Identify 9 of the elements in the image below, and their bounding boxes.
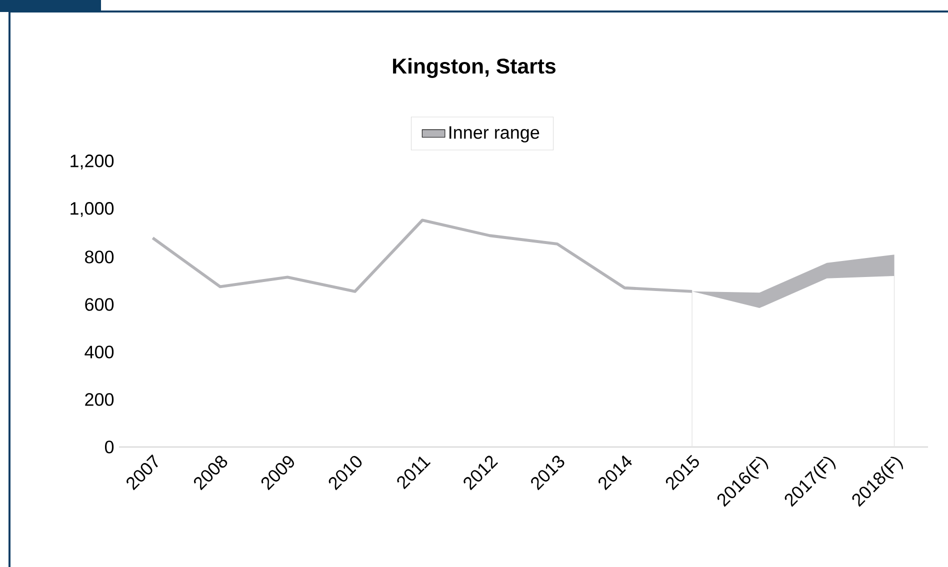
- y-tick-label: 0: [104, 440, 114, 454]
- chart-title: Kingston, Starts: [393, 58, 556, 78]
- y-tick-label: 800: [85, 250, 114, 264]
- y-tick-label: 1,200: [70, 154, 114, 170]
- y-tick-label: 600: [85, 298, 114, 311]
- y-tick-label: 1,000: [70, 202, 114, 217]
- legend-label: Inner range: [450, 126, 540, 142]
- y-tick-label: 200: [85, 393, 114, 406]
- y-tick-label: 400: [84, 346, 114, 358]
